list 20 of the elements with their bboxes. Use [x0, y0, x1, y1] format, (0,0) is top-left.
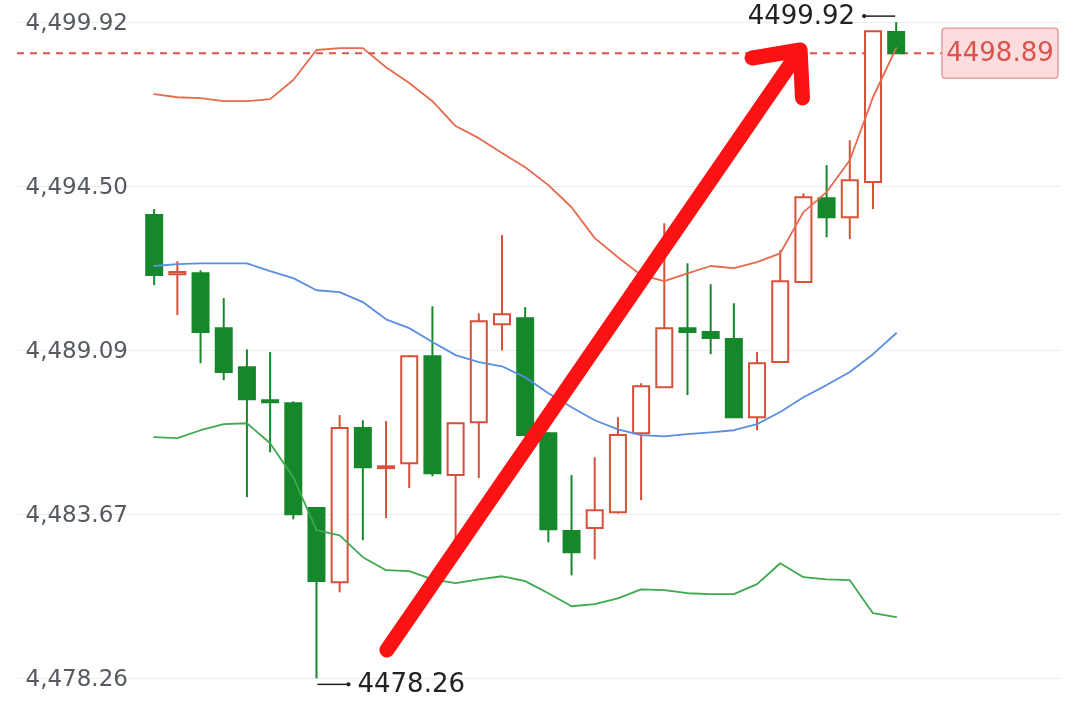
y-tick-label: 4,494.50 [25, 172, 128, 199]
y-tick-label: 4,499.92 [25, 8, 128, 35]
line-series [153, 262, 898, 438]
annotation: 4478.26 [357, 668, 466, 699]
y-tick-label: 4,478.26 [25, 664, 128, 691]
y-tick-label: 4,483.67 [25, 500, 128, 527]
candlestick [562, 474, 581, 577]
candlestick [678, 262, 697, 397]
candlestick [492, 234, 511, 352]
candlestick [887, 21, 906, 55]
candlestick [261, 351, 280, 454]
candlestick [377, 420, 396, 520]
annotation: 4499.92 [747, 0, 856, 31]
line-series [153, 422, 898, 619]
candlestick [168, 260, 187, 317]
ref-line-label: 4498.89 [946, 37, 1054, 68]
candlestick [817, 164, 836, 239]
candlestick [701, 283, 720, 356]
y-tick-label: 4,489.09 [25, 336, 128, 363]
candlestick [585, 456, 604, 561]
